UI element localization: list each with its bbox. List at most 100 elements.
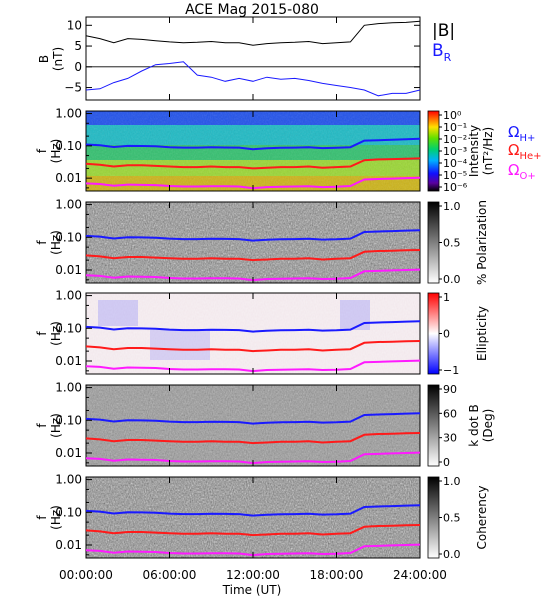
kdotb-yunit: (Hz) [49, 413, 63, 438]
power-gyro-he-plus-line [85, 157, 421, 170]
coherency-colorbar-tick-label: 0.0 [443, 548, 461, 561]
field-y-ticks: 10 5 0 −5 [64, 18, 420, 95]
legend-bradial-sub: R [444, 51, 452, 64]
coherency-colorbar [427, 476, 440, 559]
power-gyro-h-plus-line [85, 137, 421, 151]
ellipticity-blue-patch-2 [150, 330, 210, 360]
power-ytick-label: 0.10 [55, 139, 82, 153]
polarization-colorbar-tick-label: 1.0 [443, 200, 461, 213]
kdotb-gyro-h-plus-line [85, 412, 421, 425]
kdotb-ytick-label: 0.01 [55, 446, 82, 460]
x-tick-label: 18:00:00 [310, 568, 364, 582]
legend-h-plus: ΩH+ [508, 123, 535, 144]
power-ytick-label: 1.00 [55, 107, 82, 121]
field-ylabel: B [37, 55, 51, 63]
ellipticity-yunit: (Hz) [49, 321, 63, 346]
polarization-gyro-h-plus-line [85, 229, 421, 242]
power-axes: 1.00 0.10 0.01 f (Hz) 10⁰10⁻¹10⁻²10⁻³10⁻⁴10⁻⁵… [35, 107, 495, 194]
power-colorbar-tick-label: 10⁻² [443, 133, 467, 146]
legend-bradial-label: B [432, 41, 444, 61]
coherency-gyro-h-plus-line [85, 504, 421, 517]
power-texture [86, 111, 420, 191]
x-axis-label: Time (UT) [222, 583, 282, 597]
kdotb-gyro-he-plus-line [85, 432, 421, 445]
field-yunit: (nT) [51, 47, 65, 71]
field-ytick-label: 10 [67, 18, 82, 32]
coherency-panel [85, 476, 440, 559]
ellipticity-colorbar [427, 292, 440, 375]
polarization-ylabel: f [35, 240, 49, 245]
field-ytick-label: −5 [64, 81, 82, 95]
kdotb-colorbar [427, 384, 440, 467]
ellipticity-ytick-label: 0.01 [55, 354, 82, 368]
kdotb-ytick-label: 0.10 [55, 413, 82, 427]
power-yunit: (Hz) [49, 139, 63, 164]
kdotb-colorbar-tick-label: 30 [443, 432, 457, 445]
power-colorbar-unit: (nT²/Hz) [481, 127, 495, 175]
coherency-yunit: (Hz) [49, 505, 63, 530]
legend-h-plus-sub: H+ [519, 133, 535, 144]
power-colorbar-tick-label: 10⁻³ [443, 145, 467, 158]
ellipticity-panel [85, 292, 440, 375]
power-colorbar-tick-label: 10⁰ [443, 109, 462, 122]
polarization-ytick-label: 1.00 [55, 198, 82, 212]
ellipticity-colorbar-label: Ellipticity [475, 306, 489, 361]
power-colorbar-tick-label: 10⁻⁶ [443, 181, 468, 194]
btotal-series-line [85, 20, 421, 46]
polarization-colorbar-tick-label: 0.0 [443, 273, 461, 286]
power-colorbar-tick-label: 10⁻⁴ [443, 157, 468, 170]
polarization-colorbar-tick-label: 0.5 [443, 237, 461, 250]
coherency-ytick-label: 0.10 [55, 505, 82, 519]
polarization-yunit: (Hz) [49, 230, 63, 255]
legend-o-plus-label: Ω [508, 161, 519, 179]
polarization-colorbar [427, 201, 440, 284]
ellipticity-ytick-label: 1.00 [55, 289, 82, 303]
ellipticity-blue-patch-1 [98, 300, 138, 326]
field-legend: |B| BR [432, 21, 455, 64]
field-ytick-label: 5 [74, 39, 82, 53]
legend-o-plus: ΩO+ [508, 161, 536, 182]
power-colorbar-label: Intensity [467, 125, 481, 177]
ellipticity-ytick-label: 0.10 [55, 321, 82, 335]
gyro-legend: ΩH+ ΩHe+ ΩO+ [508, 123, 542, 182]
kdotb-colorbar-tick-label: 60 [443, 407, 457, 420]
kdotb-colorbar-tick-label: 90 [443, 383, 457, 396]
power-colorbar-tick-label: 10⁻¹ [443, 121, 467, 134]
coherency-ylabel: f [35, 515, 49, 520]
coherency-ytick-label: 1.00 [55, 473, 82, 487]
legend-bradial: BR [432, 41, 452, 64]
coherency-colorbar-label: Coherency [475, 485, 489, 549]
ellipticity-colorbar-tick-label: 1 [443, 291, 450, 304]
polarization-ytick-label: 0.01 [55, 263, 82, 277]
legend-he-plus-sub: He+ [519, 151, 541, 162]
field-ytick-label: 0 [74, 60, 82, 74]
polarization-gyro-he-plus-line [85, 249, 421, 262]
coherency-gyro-he-plus-line [85, 524, 421, 537]
polarization-texture [86, 202, 420, 283]
power-ylabel: f [35, 148, 49, 153]
ellipticity-axes: 1.00 0.10 0.01 f (Hz) 1 0 −1 Ellipticity [35, 289, 489, 377]
kdotb-colorbar-label: k dot B [467, 404, 481, 446]
legend-he-plus: ΩHe+ [508, 141, 542, 162]
ellipticity-gyro-he-plus-line [85, 340, 421, 353]
ellipticity-blue-patch-3 [340, 300, 370, 330]
bradial-series-line [85, 61, 421, 97]
x-tick-label: 06:00:00 [143, 568, 197, 582]
time-axis: 00:00:00 06:00:00 12:00:00 18:00:00 24:00:00 [59, 17, 447, 582]
legend-h-plus-label: Ω [508, 123, 519, 141]
x-tick-label: 12:00:00 [226, 568, 280, 582]
field-plot-frame [85, 16, 421, 101]
coherency-axes: 1.00 0.10 0.01 f (Hz) 1.0 0.5 0.0 Coherency [35, 473, 489, 561]
kdotb-texture [86, 385, 420, 466]
coherency-ytick-label: 0.01 [55, 538, 82, 552]
coherency-texture [86, 477, 420, 558]
kdotb-colorbar-tick-label: 0 [443, 456, 450, 469]
ellipticity-red-texture [86, 293, 420, 374]
legend-o-plus-sub: O+ [519, 171, 535, 182]
legend-he-plus-label: Ω [508, 141, 519, 159]
x-tick-label: 24:00:00 [393, 568, 447, 582]
polarization-colorbar-label: % Polarization [475, 200, 489, 285]
power-colorbar [427, 110, 440, 192]
legend-btotal: |B| [432, 21, 455, 41]
kdotb-panel [85, 384, 440, 467]
